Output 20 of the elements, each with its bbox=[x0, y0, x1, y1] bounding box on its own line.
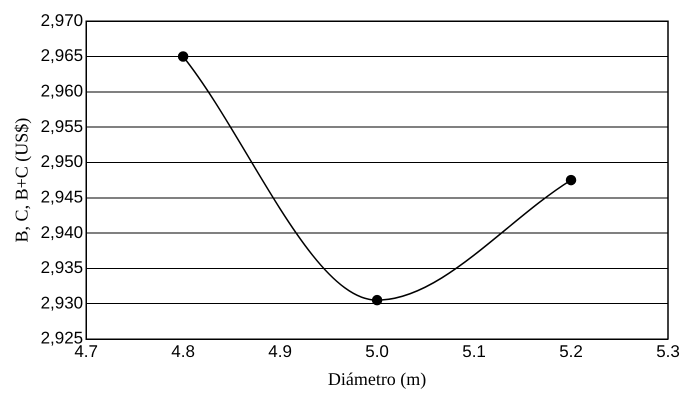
x-axis-title: Diámetro (m) bbox=[328, 368, 426, 389]
y-tick-label: 2,930 bbox=[40, 293, 84, 312]
y-tick-label: 2,950 bbox=[40, 152, 84, 172]
x-tick-label: 5.2 bbox=[559, 342, 583, 361]
point bbox=[178, 51, 188, 62]
x-tick-label: 5.1 bbox=[462, 342, 486, 361]
y-tick-label: 2,960 bbox=[40, 82, 84, 101]
y-axis-title: B, C, B+C (US$) bbox=[12, 118, 32, 242]
y-tick-label: 2,955 bbox=[40, 116, 84, 136]
x-tick-label: 5.3 bbox=[656, 342, 680, 361]
y-tick-label: 2,965 bbox=[40, 46, 84, 66]
point bbox=[566, 174, 576, 186]
y-tick-label: 2,945 bbox=[40, 187, 84, 206]
x-tick-label: 5.0 bbox=[365, 342, 389, 361]
point bbox=[372, 294, 382, 306]
y-tick-label: 2,940 bbox=[40, 222, 84, 242]
y-tick-label: 2,970 bbox=[40, 10, 84, 30]
x-tick-label: 4.8 bbox=[171, 342, 195, 361]
y-tick-label: 2,935 bbox=[40, 258, 84, 278]
x-tick-label: 4.9 bbox=[268, 342, 292, 361]
